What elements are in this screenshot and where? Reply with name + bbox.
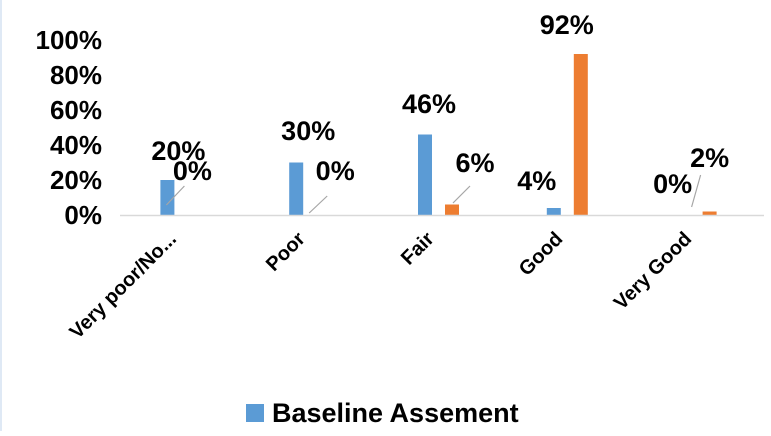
x-tick-label: Very Good <box>610 228 696 314</box>
x-tick-label: Fair <box>397 228 439 270</box>
bar-series-2-4 <box>702 211 717 215</box>
bar-baseline-0 <box>160 180 175 215</box>
y-tick-label: 20% <box>50 165 102 195</box>
legend: Baseline Assement <box>246 398 519 428</box>
leader-line <box>308 195 328 214</box>
leader-lines <box>165 174 702 214</box>
bars <box>160 54 717 215</box>
y-tick-label: 80% <box>50 60 102 90</box>
y-tick-label: 0% <box>64 200 102 230</box>
data-label-baseline-2: 46% <box>402 89 456 119</box>
x-tick-label: Poor <box>262 228 310 276</box>
y-tick-label: 100% <box>36 25 103 55</box>
legend-label: Baseline Assement <box>272 398 519 428</box>
leader-line <box>165 185 185 206</box>
data-label-series-2-4: 2% <box>690 143 729 173</box>
x-tick-label: Very poor/No... <box>66 228 181 343</box>
y-axis-ticks: 0% 20% 40% 60% 80% 100% <box>36 25 103 230</box>
data-label-baseline-4: 0% <box>653 169 692 199</box>
data-label-baseline-1: 30% <box>281 116 335 146</box>
bar-baseline-2 <box>418 134 432 215</box>
data-label-series-2-2: 6% <box>455 148 494 178</box>
leader-line <box>691 174 702 208</box>
y-tick-label: 40% <box>50 130 102 160</box>
legend-swatch <box>246 404 264 422</box>
x-tick-label: Good <box>515 228 567 280</box>
data-labels: 20% 30% 46% 4% 0% 0% 0% 6% 92% 2% <box>151 10 729 199</box>
data-label-series-2-3: 92% <box>540 10 594 40</box>
x-axis-ticks: Very poor/No... Poor Fair Good Very Good <box>66 228 697 344</box>
leader-line <box>452 185 471 204</box>
data-label-series-2-0: 0% <box>173 156 212 186</box>
data-label-baseline-0: 20% <box>151 136 205 166</box>
data-label-baseline-3: 4% <box>517 166 556 196</box>
bar-series-2-3 <box>573 54 588 215</box>
data-label-series-2-1: 0% <box>316 156 355 186</box>
y-tick-label: 60% <box>50 95 102 125</box>
bar-baseline-1 <box>289 162 304 215</box>
bar-baseline-3 <box>546 208 561 215</box>
bar-series-2-2 <box>445 204 459 215</box>
